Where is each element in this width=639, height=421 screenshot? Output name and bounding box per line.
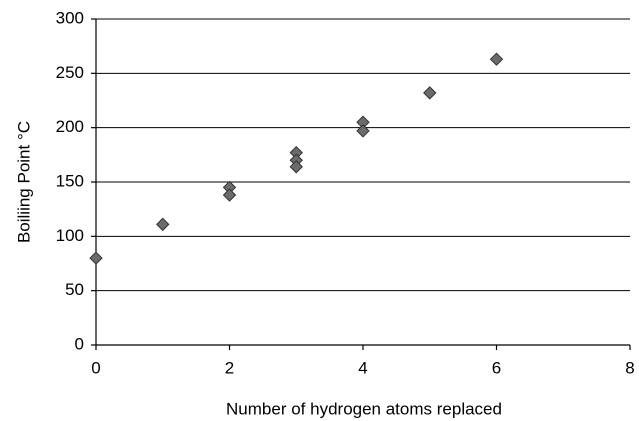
y-tick-label: 300: [56, 8, 84, 27]
y-tick-label: 50: [65, 280, 84, 299]
y-tick-label: 150: [56, 171, 84, 190]
point: [423, 86, 437, 100]
point: [222, 188, 237, 202]
y-tick-label: 100: [56, 226, 84, 245]
point: [289, 160, 303, 174]
x-tick-label: 6: [492, 358, 501, 377]
y-axis-title: Boiliing Point °C: [14, 121, 33, 243]
point: [156, 217, 170, 232]
x-tick-label: 0: [91, 358, 100, 377]
x-tick-label: 2: [225, 358, 234, 377]
y-tick-label: 0: [75, 334, 84, 353]
point: [89, 251, 103, 265]
point: [489, 52, 504, 66]
x-axis-title: Number of hydrogen atoms replaced: [226, 399, 502, 418]
x-tick-label: 8: [625, 358, 634, 377]
point: [356, 124, 370, 138]
y-tick-label: 200: [56, 117, 84, 136]
y-tick-label: 250: [56, 63, 84, 82]
x-tick-label: 4: [358, 358, 367, 377]
